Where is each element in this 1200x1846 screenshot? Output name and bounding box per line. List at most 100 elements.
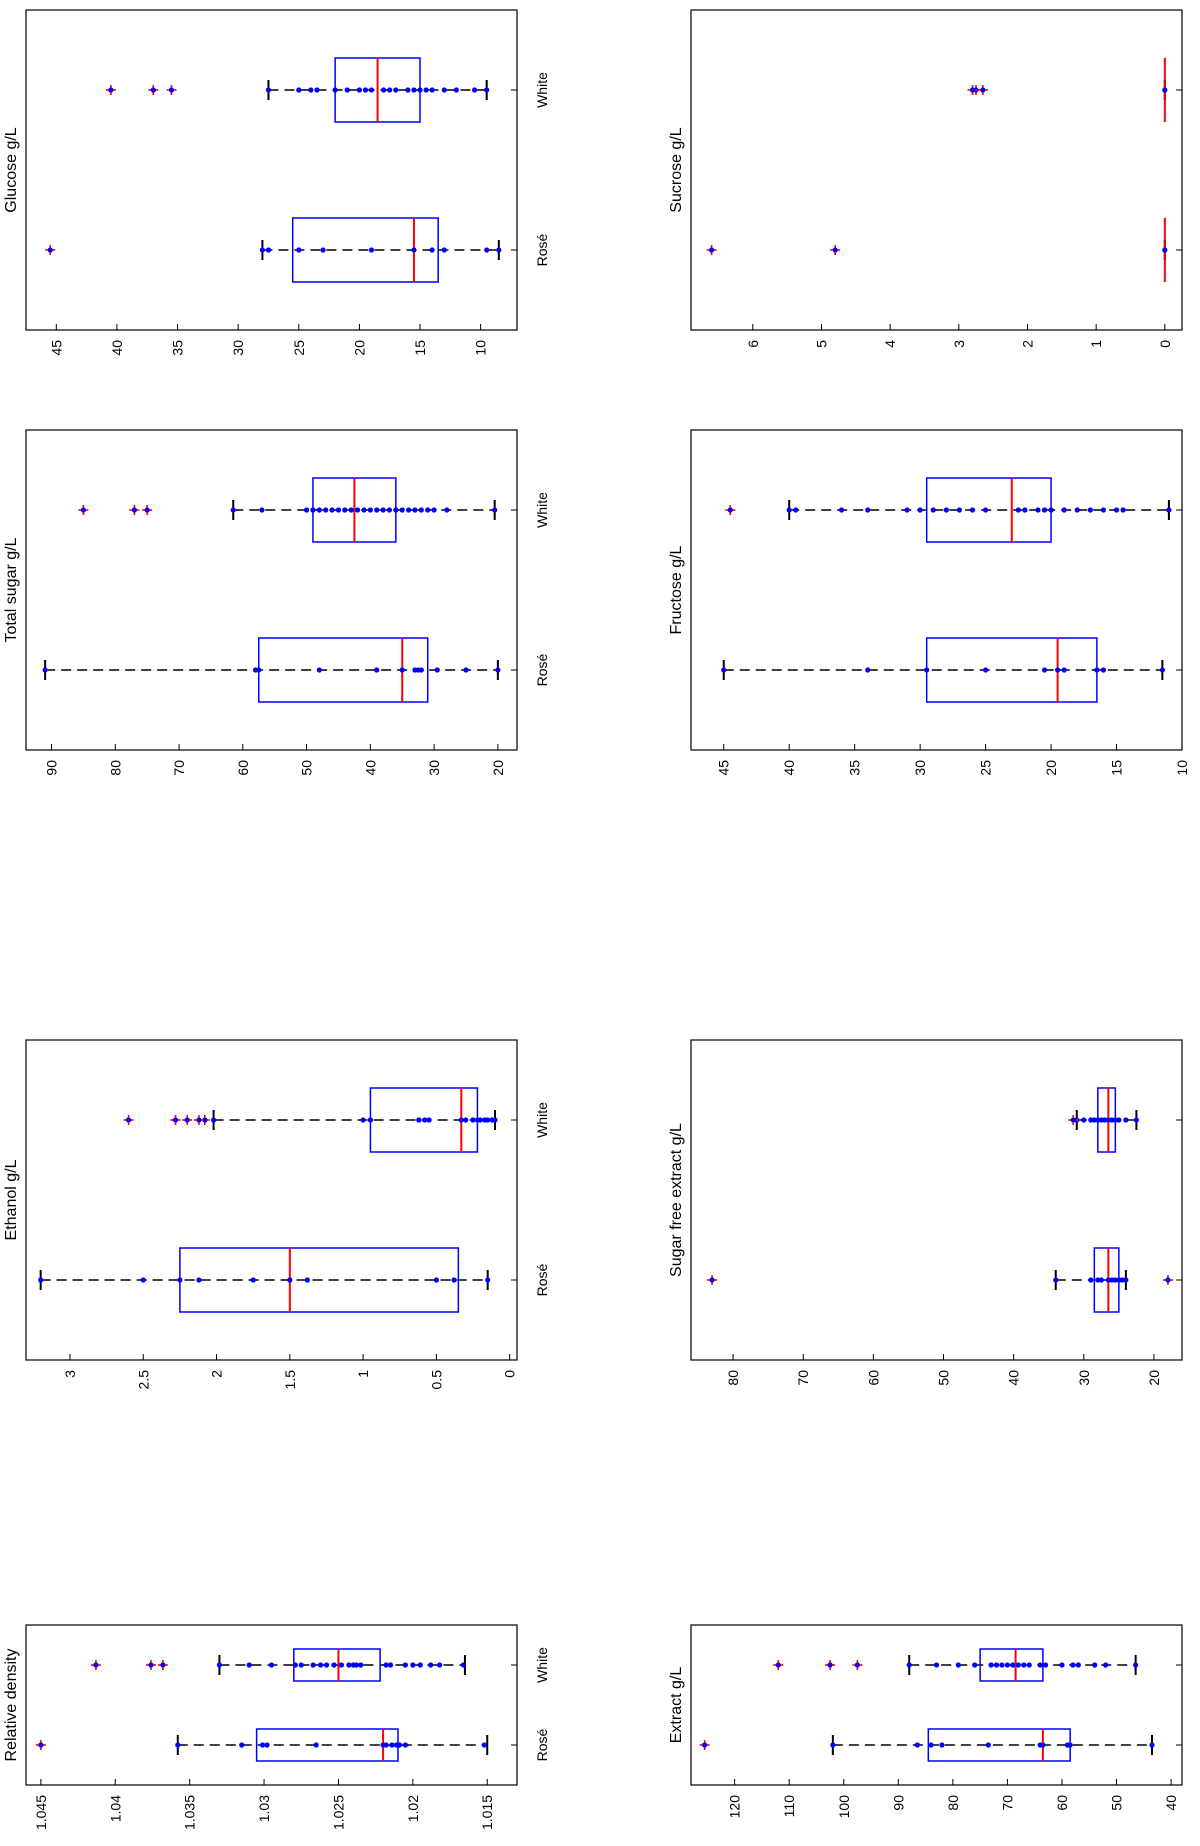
value-tick-label: 1.015 — [479, 1795, 495, 1830]
data-point — [310, 507, 316, 513]
data-point — [489, 1117, 495, 1123]
outlier-point — [108, 87, 114, 93]
data-point — [323, 1662, 330, 1668]
value-tick-label: 100 — [836, 1795, 852, 1819]
value-tick-label: 80 — [725, 1370, 741, 1386]
data-point — [969, 507, 976, 513]
data-point — [239, 1742, 245, 1748]
value-tick-label: 80 — [945, 1795, 961, 1811]
data-point — [1105, 1277, 1111, 1283]
data-point — [374, 507, 380, 513]
category-label: White — [534, 72, 550, 108]
data-point — [381, 87, 387, 93]
data-point — [1100, 507, 1107, 513]
value-tick-label: 60 — [1054, 1795, 1070, 1811]
data-point — [316, 507, 322, 513]
outlier-point — [727, 507, 733, 513]
data-point — [460, 1662, 467, 1668]
box-ros — [707, 1247, 1173, 1313]
data-point — [298, 1662, 304, 1668]
box-white — [90, 1648, 467, 1682]
data-point — [196, 1277, 202, 1283]
outlier-point — [125, 1117, 132, 1123]
value-tick-label: 60 — [865, 1370, 881, 1386]
data-point — [246, 1662, 252, 1668]
category-label: White — [534, 1102, 550, 1138]
data-point — [496, 247, 502, 253]
plot-frame — [690, 9, 1183, 331]
data-point — [1159, 667, 1165, 673]
data-point — [405, 87, 411, 93]
value-tick-label: 45 — [716, 760, 732, 776]
value-tick-label: 20 — [351, 340, 367, 356]
outlier-point — [775, 1662, 781, 1668]
value-tick-label: 6 — [745, 340, 761, 348]
box-white — [105, 57, 490, 123]
value-tick-label: 35 — [847, 760, 863, 776]
box-white — [123, 1087, 498, 1153]
data-point — [956, 507, 963, 513]
data-point — [303, 507, 310, 513]
data-point — [471, 87, 478, 93]
value-tick-label: 40 — [1006, 1370, 1022, 1386]
data-point — [1015, 507, 1021, 513]
value-tick-label: 1 — [355, 1370, 371, 1378]
outlier-point — [202, 1117, 208, 1123]
plot-frame — [25, 1624, 518, 1786]
value-tick-label: 20 — [490, 760, 506, 776]
box-ros — [42, 637, 501, 703]
data-point — [422, 1117, 428, 1123]
boxplot-panel-1: 3 2.5 2 1.5 1 0.5 0 Rosé White Ethanol g/L — [3, 1039, 550, 1390]
category-label: Rosé — [534, 653, 550, 686]
data-point — [230, 507, 236, 513]
data-point — [1074, 507, 1080, 513]
data-point — [405, 507, 412, 513]
data-point — [265, 87, 272, 93]
data-point — [175, 1742, 181, 1748]
panel-title: Fructose g/L — [668, 545, 685, 634]
value-tick-label: 30 — [1076, 1370, 1092, 1386]
data-point — [933, 1662, 940, 1668]
outlier-point — [80, 507, 86, 513]
data-point — [268, 1662, 275, 1668]
panel-title: Sugar free extract g/L — [668, 1123, 685, 1277]
data-point — [1061, 507, 1067, 513]
data-point — [482, 1117, 488, 1123]
value-tick-label: 3 — [62, 1370, 78, 1378]
category-label: White — [534, 492, 550, 528]
data-point — [865, 507, 871, 513]
data-point — [1070, 1662, 1076, 1668]
data-point — [1133, 1662, 1139, 1668]
data-point — [310, 1662, 316, 1668]
outlier-point — [47, 247, 53, 253]
data-point — [1037, 1742, 1043, 1748]
data-point — [362, 87, 369, 93]
data-point — [380, 507, 386, 513]
outlier-point — [827, 1662, 833, 1668]
outlier-point — [854, 1662, 860, 1668]
data-point — [316, 667, 322, 673]
data-point — [985, 1742, 991, 1748]
data-point — [393, 87, 399, 93]
value-tick-label: 120 — [727, 1795, 743, 1819]
data-point — [1021, 1662, 1027, 1668]
box-white — [1068, 1087, 1140, 1153]
data-point — [387, 1662, 394, 1668]
value-tick-label: 50 — [299, 760, 315, 776]
data-point — [383, 1662, 389, 1668]
category-label: Rosé — [534, 1263, 550, 1296]
value-tick-label: 2.5 — [135, 1370, 151, 1390]
value-tick-label: 50 — [1109, 1795, 1125, 1811]
data-point — [368, 87, 375, 93]
box-white — [773, 1648, 1139, 1682]
data-point — [177, 1277, 183, 1283]
data-point — [411, 247, 417, 253]
outlier-point — [150, 87, 156, 93]
data-point — [1100, 667, 1107, 673]
value-tick-label: 45 — [48, 340, 64, 356]
data-point — [838, 507, 845, 513]
data-point — [1088, 1117, 1094, 1123]
outlier-point — [709, 247, 715, 253]
outlier-point — [38, 1742, 44, 1748]
data-point — [360, 1117, 366, 1123]
